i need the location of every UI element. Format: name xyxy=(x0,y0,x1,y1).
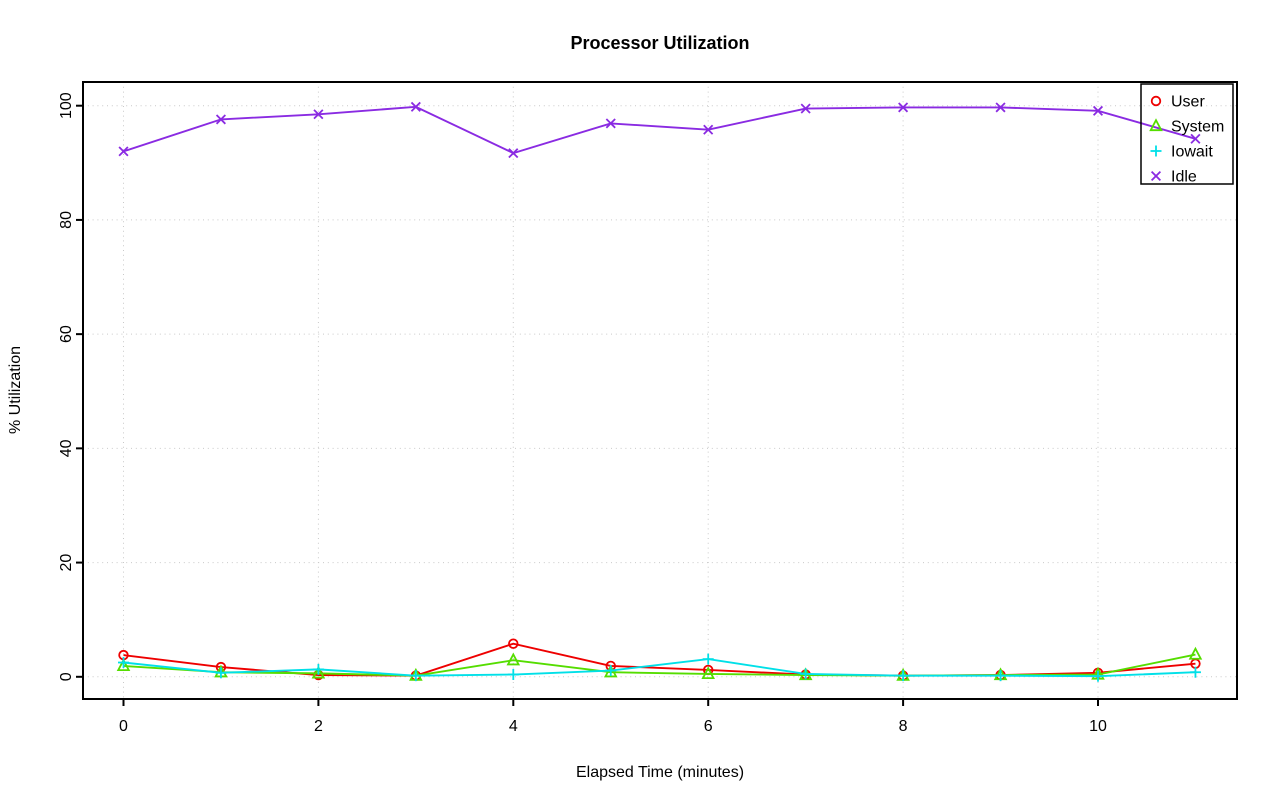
marker-x xyxy=(1092,105,1104,116)
marker-x xyxy=(703,124,714,135)
legend-label: User xyxy=(1171,94,1205,111)
series-line-iowait xyxy=(123,658,1196,678)
legend-label: Idle xyxy=(1171,169,1197,186)
legend-label: System xyxy=(1171,119,1224,136)
x-axis-title: Elapsed Time (minutes) xyxy=(576,764,744,781)
marker-x xyxy=(508,148,519,159)
x-tick-label: 0 xyxy=(119,718,128,735)
legend-item-user: User xyxy=(1150,94,1205,111)
marker-x xyxy=(410,101,421,112)
y-tick-label: 80 xyxy=(58,211,75,229)
y-tick-label: 40 xyxy=(58,439,75,457)
legend-item-iowait: Iowait xyxy=(1150,144,1213,161)
y-tick-label: 100 xyxy=(58,92,75,119)
marker-triangle xyxy=(116,658,131,672)
chart-title: Processor Utilization xyxy=(570,33,749,53)
marker-x xyxy=(995,102,1006,113)
marker-x xyxy=(898,102,909,113)
y-tick-label: 20 xyxy=(58,554,75,572)
marker-circle xyxy=(508,638,519,649)
marker-triangle xyxy=(1149,118,1163,132)
marker-x xyxy=(118,146,129,157)
marker-triangle xyxy=(311,665,326,679)
marker-circle xyxy=(1150,95,1162,107)
marker-triangle xyxy=(506,652,521,666)
marker-x xyxy=(1150,170,1162,182)
marker-x xyxy=(215,114,226,125)
y-tick-label: 60 xyxy=(58,325,75,343)
y-axis-title: % Utilization xyxy=(7,346,24,434)
marker-triangle xyxy=(701,666,715,680)
plot-frame xyxy=(82,81,1238,700)
x-tick-label: 6 xyxy=(704,718,713,735)
plot-border xyxy=(82,81,1238,700)
marker-x xyxy=(800,103,811,114)
x-tick-label: 10 xyxy=(1089,718,1107,735)
legend-border xyxy=(1140,83,1234,185)
x-tick-label: 4 xyxy=(509,718,518,735)
legend-label: Iowait xyxy=(1171,144,1213,161)
gridlines xyxy=(83,82,1237,699)
x-tick-label: 2 xyxy=(314,718,323,735)
y-tick-label: 0 xyxy=(58,672,75,681)
x-tick-label: 8 xyxy=(899,718,908,735)
legend: User System Iowait Idle xyxy=(1140,83,1234,186)
legend-item-idle: Idle xyxy=(1150,169,1197,186)
marker-x xyxy=(605,118,616,129)
series-iowait xyxy=(118,653,1201,682)
marker-x xyxy=(1190,133,1201,144)
data-series xyxy=(116,101,1203,682)
series-idle xyxy=(118,101,1201,159)
marker-x xyxy=(313,109,324,120)
legend-item-system: System xyxy=(1149,118,1224,136)
series-line-idle xyxy=(123,105,1196,155)
marker-triangle xyxy=(1188,646,1203,660)
